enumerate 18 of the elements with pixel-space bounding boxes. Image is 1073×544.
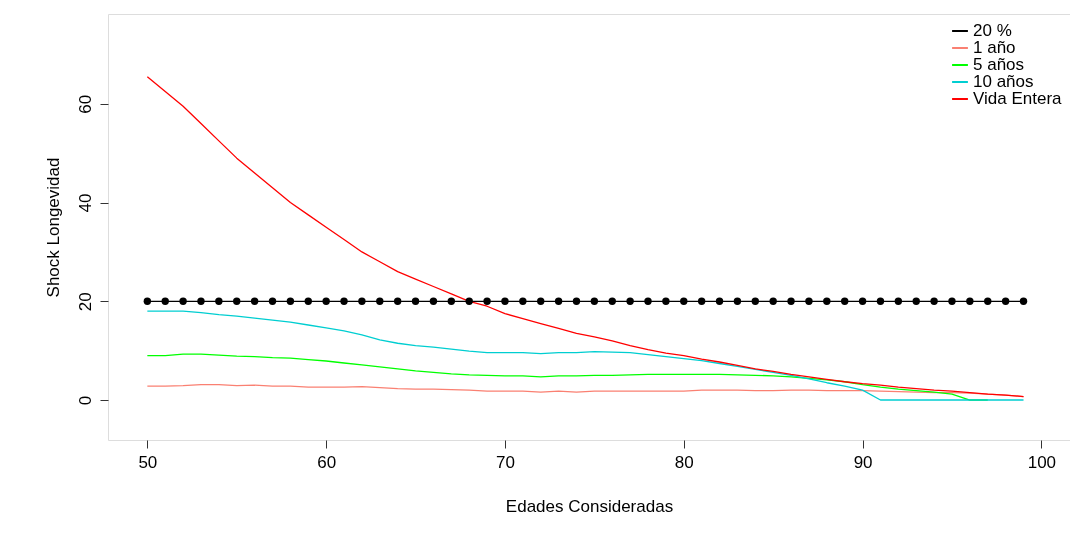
y-tick-label: 0 — [75, 395, 95, 406]
y-tick-label: 40 — [75, 193, 95, 213]
x-tick-label: 50 — [138, 452, 158, 472]
y-axis-title: Shock Longevidad — [43, 157, 63, 298]
x-tick-label: 70 — [496, 452, 515, 472]
line-series — [146, 310, 1025, 401]
x-tick-label: 60 — [317, 452, 337, 472]
y-tick-label: 60 — [75, 94, 95, 114]
legend-label: 5 años — [973, 55, 1025, 74]
legend-label: 10 años — [973, 72, 1034, 91]
y-tick-label: 20 — [75, 292, 95, 312]
legend-label: Vida Entera — [973, 89, 1063, 108]
x-axis-title: Edades Consideradas — [505, 496, 674, 516]
x-tick-label: 80 — [674, 452, 694, 472]
x-tick-label: 90 — [853, 452, 873, 472]
legend-label: 20 % — [973, 21, 1012, 40]
x-tick-label: 100 — [1027, 452, 1057, 472]
legend-label: 1 año — [973, 38, 1016, 57]
